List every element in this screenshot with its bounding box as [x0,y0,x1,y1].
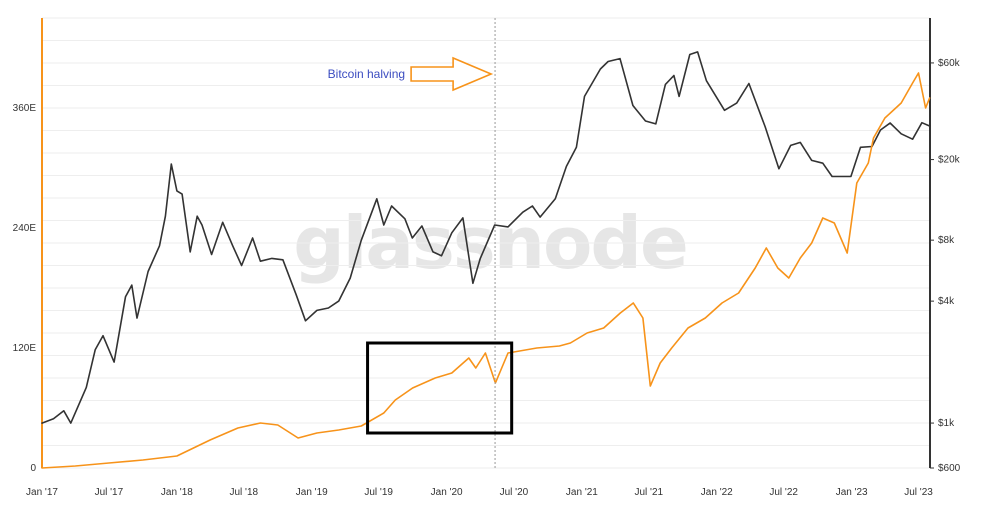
x-tick-label: Jan '21 [566,487,598,498]
series-layer [41,51,931,469]
x-tick-label: Jul '23 [904,487,933,498]
y-right-tick-label: $8k [938,235,955,246]
y-right-tick-label: $600 [938,463,961,474]
x-tick-label: Jul '19 [364,487,393,498]
x-tick-label: Jan '19 [296,487,328,498]
annotation-layer: Bitcoin halving [328,18,514,468]
y-left-tick-label: 120E [13,343,37,354]
x-tick-label: Jan '22 [701,487,733,498]
price-series-line [41,51,931,424]
y-left-tick-label: 0 [30,463,36,474]
x-tick-label: Jan '23 [836,487,868,498]
metric-series-line [41,72,931,469]
x-tick-label: Jul '18 [229,487,258,498]
halving-label: Bitcoin halving [328,67,405,81]
x-tick-label: Jul '17 [95,487,124,498]
x-tick-label: Jan '18 [161,487,193,498]
highlight-box [366,341,514,435]
x-tick-label: Jul '22 [769,487,798,498]
halving-arrow [410,56,494,92]
y-left-tick-label: 240E [13,223,37,234]
axes-layer [41,18,934,469]
y-right-tick-label: $1k [938,418,955,429]
x-tick-label: Jul '21 [634,487,663,498]
y-right-tick-label: $60k [938,58,961,69]
y-left-tick-label: 360E [13,103,37,114]
x-tick-label: Jan '20 [431,487,463,498]
y-right-tick-label: $20k [938,155,961,166]
labels-layer: 0 120E 240E 360E $600 $1k $4k $8k $20k $60k Jan '1… [13,58,961,498]
grid-layer [42,17,930,469]
y-right-tick-label: $4k [938,296,955,307]
x-tick-label: Jan '17 [26,487,58,498]
x-tick-label: Jul '20 [500,487,529,498]
